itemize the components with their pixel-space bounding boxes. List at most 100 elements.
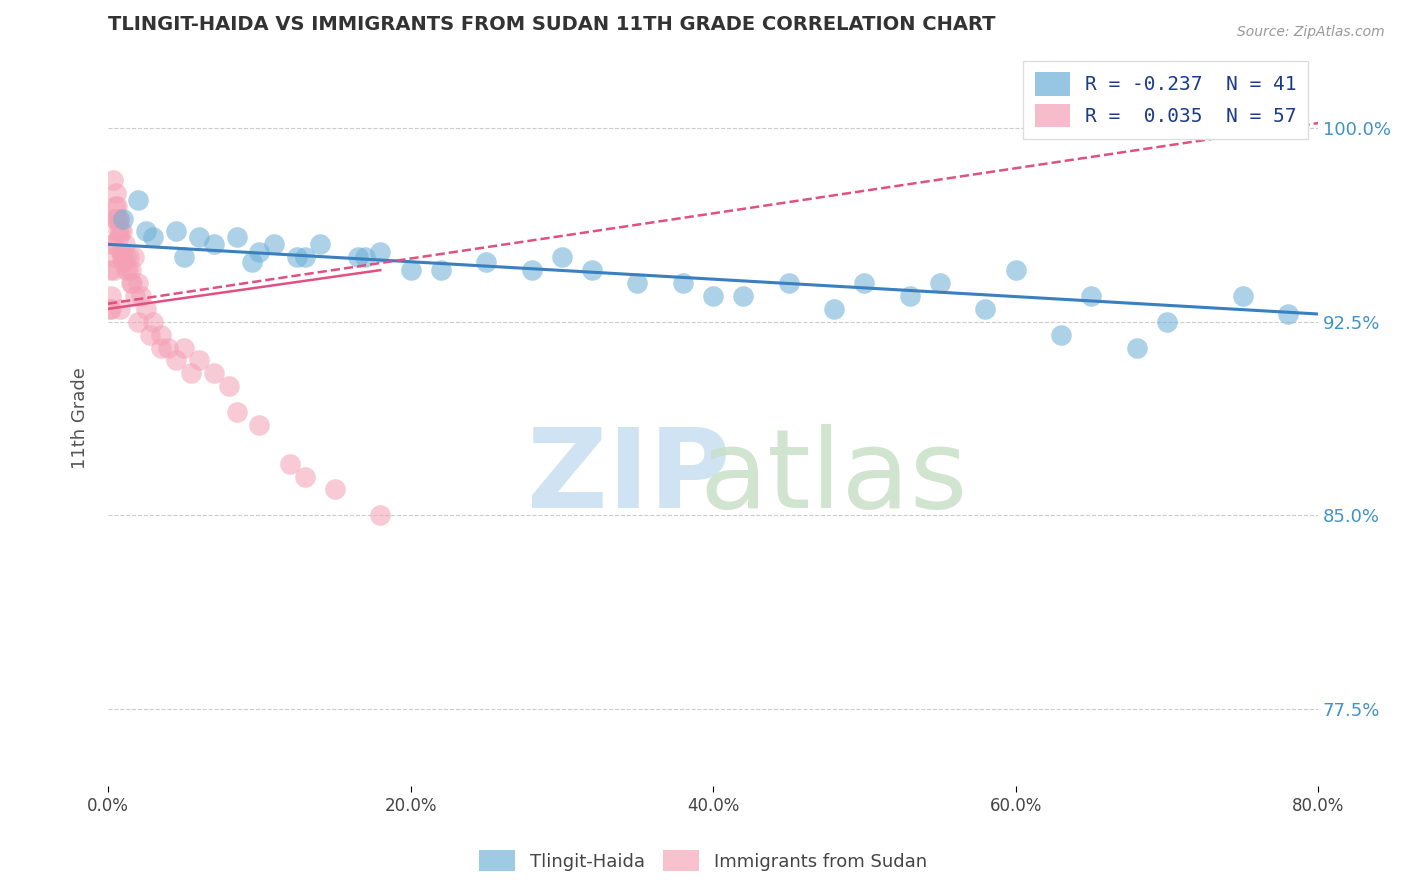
- Point: [1050, 327, 1073, 342]
- Point: [399, 263, 422, 277]
- Point: [294, 469, 316, 483]
- Point: [129, 289, 152, 303]
- Point: [702, 289, 724, 303]
- Point: [122, 250, 145, 264]
- Point: [124, 289, 146, 303]
- Point: [187, 353, 209, 368]
- Point: [120, 263, 142, 277]
- Point: [107, 211, 129, 226]
- Legend: Tlingit-Haida, Immigrants from Sudan: Tlingit-Haida, Immigrants from Sudan: [472, 843, 934, 879]
- Point: [108, 229, 131, 244]
- Point: [187, 229, 209, 244]
- Point: [103, 263, 125, 277]
- Point: [225, 229, 247, 244]
- Point: [520, 263, 543, 277]
- Point: [108, 301, 131, 316]
- Point: [142, 315, 165, 329]
- Point: [974, 301, 997, 316]
- Legend: R = -0.237  N = 41, R =  0.035  N = 57: R = -0.237 N = 41, R = 0.035 N = 57: [1024, 61, 1309, 139]
- Point: [1080, 289, 1102, 303]
- Text: ZIP: ZIP: [527, 424, 730, 531]
- Point: [110, 245, 132, 260]
- Point: [898, 289, 921, 303]
- Point: [823, 301, 845, 316]
- Point: [112, 250, 135, 264]
- Point: [103, 237, 125, 252]
- Point: [308, 237, 330, 252]
- Point: [285, 250, 308, 264]
- Point: [107, 211, 129, 226]
- Point: [278, 457, 301, 471]
- Point: [100, 301, 122, 316]
- Point: [1156, 315, 1178, 329]
- Point: [929, 276, 952, 290]
- Point: [100, 237, 122, 252]
- Point: [127, 276, 149, 290]
- Point: [121, 276, 143, 290]
- Point: [101, 250, 124, 264]
- Point: [117, 263, 139, 277]
- Point: [115, 263, 138, 277]
- Point: [778, 276, 800, 290]
- Point: [263, 237, 285, 252]
- Point: [1232, 289, 1254, 303]
- Y-axis label: 11th Grade: 11th Grade: [72, 368, 89, 469]
- Point: [218, 379, 240, 393]
- Point: [165, 353, 187, 368]
- Point: [107, 224, 129, 238]
- Point: [475, 255, 498, 269]
- Point: [105, 199, 128, 213]
- Text: TLINGIT-HAIDA VS IMMIGRANTS FROM SUDAN 11TH GRADE CORRELATION CHART: TLINGIT-HAIDA VS IMMIGRANTS FROM SUDAN 1…: [108, 15, 995, 34]
- Point: [672, 276, 695, 290]
- Point: [135, 224, 157, 238]
- Point: [551, 250, 574, 264]
- Text: Source: ZipAtlas.com: Source: ZipAtlas.com: [1237, 25, 1385, 39]
- Point: [115, 250, 138, 264]
- Point: [1004, 263, 1026, 277]
- Point: [157, 341, 180, 355]
- Point: [294, 250, 316, 264]
- Point: [110, 250, 132, 264]
- Point: [139, 327, 162, 342]
- Text: atlas: atlas: [700, 424, 969, 531]
- Point: [247, 245, 270, 260]
- Point: [108, 224, 131, 238]
- Point: [142, 229, 165, 244]
- Point: [581, 263, 603, 277]
- Point: [105, 211, 128, 226]
- Point: [173, 250, 195, 264]
- Point: [1277, 307, 1299, 321]
- Point: [135, 301, 157, 316]
- Point: [127, 315, 149, 329]
- Point: [112, 211, 135, 226]
- Point: [733, 289, 755, 303]
- Point: [1125, 341, 1147, 355]
- Point: [98, 263, 121, 277]
- Point: [247, 417, 270, 432]
- Point: [346, 250, 368, 264]
- Point: [101, 173, 124, 187]
- Point: [98, 301, 121, 316]
- Point: [323, 483, 346, 497]
- Point: [202, 237, 225, 252]
- Point: [112, 255, 135, 269]
- Point: [853, 276, 876, 290]
- Point: [111, 224, 134, 238]
- Point: [104, 186, 127, 200]
- Point: [202, 367, 225, 381]
- Point: [127, 194, 149, 208]
- Point: [105, 211, 128, 226]
- Point: [429, 263, 451, 277]
- Point: [354, 250, 377, 264]
- Point: [149, 341, 172, 355]
- Point: [149, 327, 172, 342]
- Point: [225, 405, 247, 419]
- Point: [120, 276, 142, 290]
- Point: [173, 341, 195, 355]
- Point: [100, 289, 122, 303]
- Point: [626, 276, 648, 290]
- Point: [368, 245, 391, 260]
- Point: [104, 199, 127, 213]
- Point: [114, 237, 136, 252]
- Point: [118, 250, 141, 264]
